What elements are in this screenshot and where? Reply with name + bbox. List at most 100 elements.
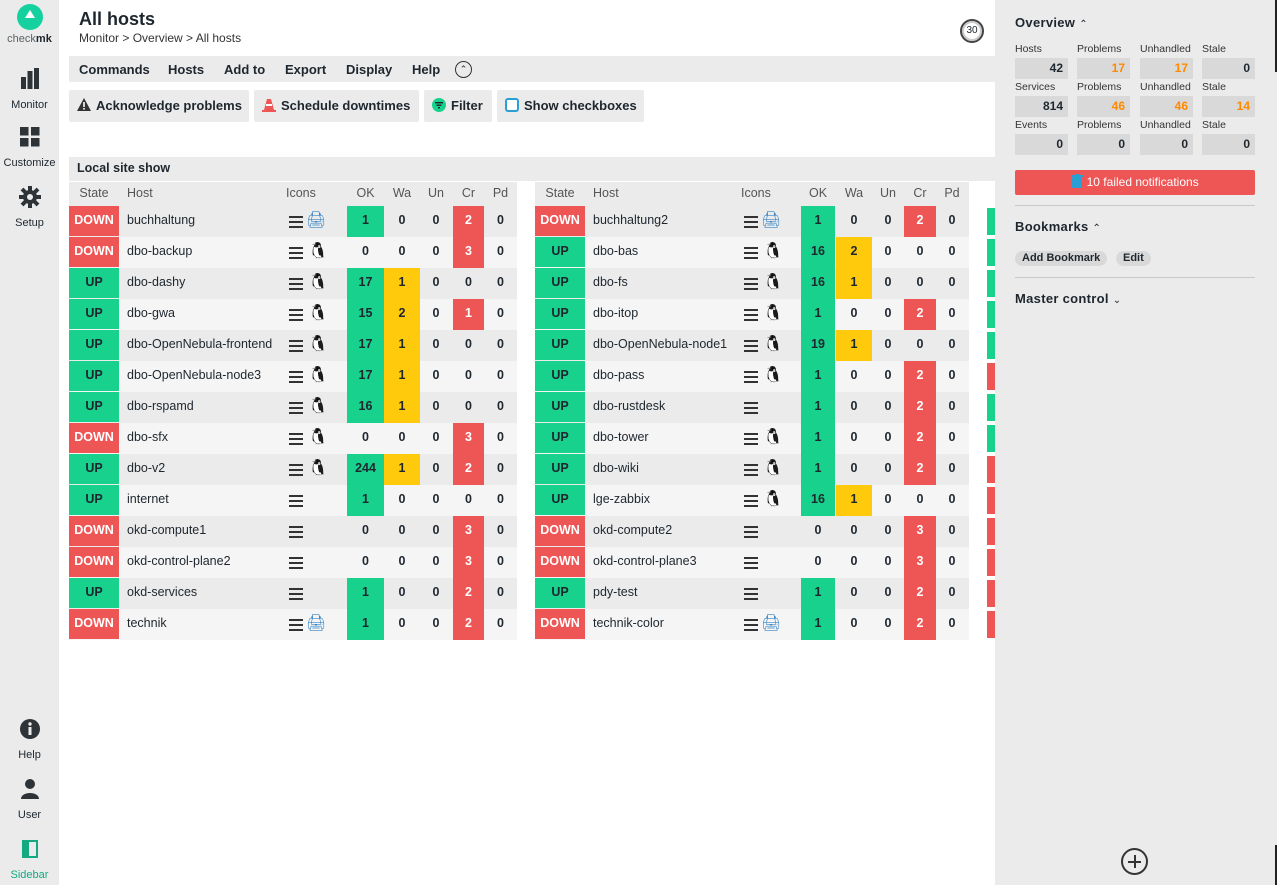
service-count-un[interactable]: 0	[884, 337, 892, 351]
service-count-cr[interactable]: 0	[465, 368, 472, 382]
nav-monitor[interactable]: Monitor	[0, 68, 59, 111]
column-header-state[interactable]: State	[545, 186, 575, 200]
overview-value-problems[interactable]: 0	[1077, 134, 1130, 155]
service-count-ok[interactable]: 0	[362, 523, 369, 537]
service-count-un[interactable]: 0	[884, 306, 892, 320]
host-name-link[interactable]: dbo-pass	[593, 368, 645, 382]
service-count-cr[interactable]: 2	[904, 609, 936, 640]
service-count-ok[interactable]: 0	[362, 244, 369, 258]
service-count-un[interactable]: 0	[884, 492, 892, 506]
service-count-wa[interactable]: 0	[398, 244, 406, 258]
service-count-un[interactable]: 0	[884, 430, 892, 444]
service-count-ok[interactable]: 19	[801, 330, 835, 361]
service-count-pd[interactable]: 0	[948, 337, 956, 351]
service-count-ok[interactable]: 16	[801, 237, 835, 268]
service-count-ok[interactable]: 1	[801, 578, 835, 609]
service-count-wa[interactable]: 1	[836, 268, 872, 299]
overview-value-value[interactable]: 42	[1015, 58, 1068, 79]
service-count-un[interactable]: 0	[432, 306, 440, 320]
service-count-wa[interactable]: 1	[384, 361, 420, 392]
service-count-wa[interactable]: 1	[384, 268, 420, 299]
service-count-pd[interactable]: 0	[948, 585, 956, 599]
service-count-un[interactable]: 0	[432, 616, 440, 630]
service-count-pd[interactable]: 0	[948, 399, 956, 413]
service-count-un[interactable]: 0	[432, 523, 440, 537]
host-name-link[interactable]: dbo-itop	[593, 306, 639, 320]
column-header-pd[interactable]: Pd	[492, 186, 509, 200]
service-count-un[interactable]: 0	[884, 554, 892, 568]
show-checkboxes-button[interactable]: Show checkboxes	[497, 90, 644, 122]
service-count-pd[interactable]: 0	[497, 554, 504, 568]
host-name-link[interactable]: internet	[127, 492, 169, 506]
column-header-host[interactable]: Host	[593, 186, 619, 200]
service-count-pd[interactable]: 0	[497, 430, 504, 444]
context-menu-icon[interactable]	[744, 433, 758, 445]
service-count-pd[interactable]: 0	[497, 244, 504, 258]
overview-snapin-title[interactable]: Overview ⌃	[1015, 15, 1088, 30]
context-menu-icon[interactable]	[289, 402, 303, 414]
bookmarks-snapin-title[interactable]: Bookmarks ⌃	[1015, 219, 1102, 234]
overview-value-problems[interactable]: 17	[1077, 58, 1130, 79]
menu-commands[interactable]: Commands	[79, 62, 150, 77]
overview-value-unhandled[interactable]: 17	[1140, 58, 1193, 79]
context-menu-icon[interactable]	[289, 433, 303, 445]
service-count-pd[interactable]: 0	[497, 399, 504, 413]
service-count-ok[interactable]: 1	[801, 206, 835, 237]
service-count-un[interactable]: 0	[884, 213, 892, 227]
service-count-wa[interactable]: 0	[850, 306, 858, 320]
service-count-pd[interactable]: 0	[497, 616, 504, 630]
menu-export[interactable]: Export	[285, 62, 327, 77]
host-name-link[interactable]: dbo-rspamd	[127, 399, 194, 413]
host-name-link[interactable]: dbo-backup	[127, 244, 193, 258]
service-count-un[interactable]: 0	[432, 585, 440, 599]
service-count-wa[interactable]: 0	[850, 523, 858, 537]
service-count-cr[interactable]: 2	[904, 454, 936, 485]
service-count-pd[interactable]: 0	[497, 306, 504, 320]
service-count-pd[interactable]: 0	[497, 213, 504, 227]
service-count-ok[interactable]: 15	[347, 299, 384, 330]
host-name-link[interactable]: okd-services	[127, 585, 198, 599]
service-count-pd[interactable]: 0	[948, 616, 956, 630]
column-header-cr[interactable]: Cr	[461, 186, 476, 200]
overview-value-stale[interactable]: 0	[1202, 58, 1255, 79]
column-header-state[interactable]: State	[79, 186, 109, 200]
service-count-cr[interactable]: 2	[453, 454, 484, 485]
service-count-ok[interactable]: 1	[347, 206, 384, 237]
service-count-ok[interactable]: 16	[347, 392, 384, 423]
host-name-link[interactable]: dbo-OpenNebula-node3	[127, 368, 262, 382]
column-header-wa[interactable]: Wa	[844, 186, 864, 200]
service-count-cr[interactable]: 3	[904, 547, 936, 578]
service-count-cr[interactable]: 0	[916, 337, 924, 351]
context-menu-icon[interactable]	[289, 588, 303, 600]
column-header-host[interactable]: Host	[127, 186, 153, 200]
service-count-cr[interactable]: 2	[904, 392, 936, 423]
nav-sidebar[interactable]: Sidebar	[0, 838, 59, 881]
host-name-link[interactable]: dbo-gwa	[127, 306, 175, 320]
service-count-ok[interactable]: 1	[347, 578, 384, 609]
service-count-un[interactable]: 0	[884, 275, 892, 289]
service-count-wa[interactable]: 0	[398, 213, 406, 227]
service-count-ok[interactable]: 1	[801, 454, 835, 485]
overview-value-stale[interactable]: 0	[1202, 134, 1255, 155]
host-name-link[interactable]: dbo-rustdesk	[593, 399, 666, 413]
column-header-cr[interactable]: Cr	[913, 186, 927, 200]
service-count-un[interactable]: 0	[884, 523, 892, 537]
context-menu-icon[interactable]	[744, 278, 758, 290]
service-count-pd[interactable]: 0	[497, 275, 504, 289]
host-name-link[interactable]: okd-compute1	[127, 523, 207, 537]
service-count-cr[interactable]: 0	[465, 275, 472, 289]
overview-value-value[interactable]: 0	[1015, 134, 1068, 155]
service-count-ok[interactable]: 0	[814, 554, 822, 568]
context-menu-icon[interactable]	[744, 371, 758, 383]
failed-notifications-button[interactable]: 10 failed notifications	[1015, 170, 1255, 195]
nav-user[interactable]: User	[0, 778, 59, 821]
service-count-pd[interactable]: 0	[497, 492, 504, 506]
context-menu-icon[interactable]	[289, 464, 303, 476]
service-count-cr[interactable]: 0	[916, 492, 924, 506]
column-header-icons[interactable]: Icons	[741, 186, 771, 200]
context-menu-icon[interactable]	[289, 340, 303, 352]
menu-help[interactable]: Help	[412, 62, 441, 77]
host-name-link[interactable]: dbo-dashy	[127, 275, 186, 289]
service-count-cr[interactable]: 2	[904, 299, 936, 330]
service-count-wa[interactable]: 1	[384, 454, 420, 485]
